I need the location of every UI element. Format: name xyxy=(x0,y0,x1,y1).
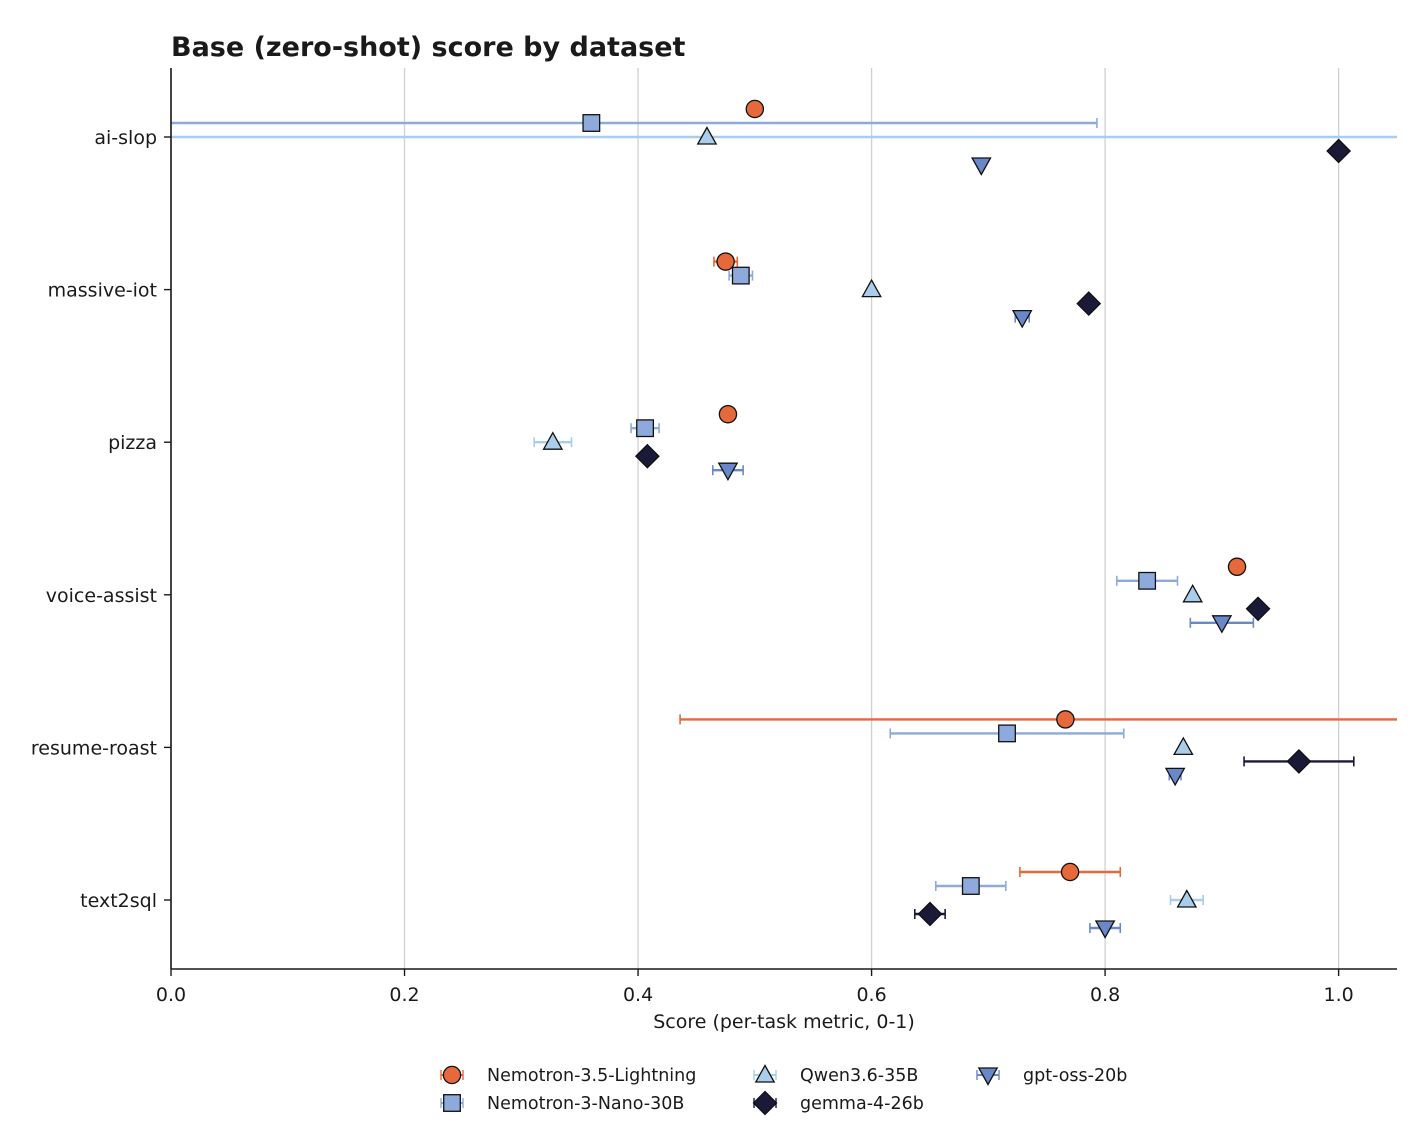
data-point xyxy=(717,462,739,482)
legend-item: gpt-oss-20b xyxy=(976,1066,1127,1086)
data-point xyxy=(1060,862,1080,882)
data-point xyxy=(745,99,765,119)
x-tick-label: 0.4 xyxy=(623,984,653,1006)
data-point xyxy=(718,404,738,424)
data-point xyxy=(731,266,750,285)
chart-title: Base (zero-shot) score by dataset xyxy=(171,32,686,63)
data-point xyxy=(542,431,564,450)
data-point xyxy=(1211,615,1233,634)
data-point xyxy=(716,252,735,271)
x-tick-label: 0.2 xyxy=(389,984,419,1006)
data-point xyxy=(1227,557,1247,577)
legend-marker xyxy=(443,1094,461,1112)
data-point xyxy=(1286,748,1312,774)
axes: 0.0 0.2 0.4 0.6 0.8 1.0 ai-slop massive-iot pizz… xyxy=(31,68,1397,1006)
y-tick-label: resume-roast xyxy=(31,737,157,759)
error-bars xyxy=(171,118,1397,933)
legend-label: gpt-oss-20b xyxy=(1023,1066,1127,1086)
data-point xyxy=(1076,291,1102,317)
y-tick-label: voice-assist xyxy=(46,585,157,607)
data-point xyxy=(582,114,601,132)
legend-item: gemma-4-26b xyxy=(752,1090,924,1116)
legend-label: Nemotron-3.5-Lightning xyxy=(487,1066,696,1086)
legend: Nemotron-3.5-Lightning Nemotron-3-Nano-30… xyxy=(440,1064,1127,1116)
legend-item: Nemotron-3.5-Lightning xyxy=(440,1065,696,1086)
data-point xyxy=(696,126,718,145)
data-point xyxy=(1182,583,1203,603)
legend-label: Qwen3.6-35B xyxy=(800,1066,918,1086)
x-tick-label: 0.8 xyxy=(1090,984,1120,1006)
x-tick-label: 0.6 xyxy=(856,984,886,1006)
data-point xyxy=(1094,920,1116,939)
data-point xyxy=(634,443,660,469)
data-markers xyxy=(542,99,1352,939)
data-point xyxy=(1326,138,1352,164)
data-point xyxy=(1245,596,1271,622)
data-point xyxy=(861,278,882,298)
data-point xyxy=(1056,710,1075,729)
y-tick-label: pizza xyxy=(108,432,157,454)
legend-label: Nemotron-3-Nano-30B xyxy=(487,1094,684,1114)
data-point xyxy=(1164,767,1186,787)
data-point xyxy=(961,877,980,895)
x-axis-label: Score (per-task metric, 0-1) xyxy=(653,1011,915,1033)
x-tick-label: 1.0 xyxy=(1324,984,1354,1006)
data-point xyxy=(1173,736,1194,756)
y-tick-label: text2sql xyxy=(80,890,157,912)
data-point xyxy=(917,901,943,927)
legend-label: gemma-4-26b xyxy=(800,1094,924,1114)
data-point xyxy=(998,724,1016,743)
legend-item: Nemotron-3-Nano-30B xyxy=(440,1094,684,1114)
legend-marker xyxy=(977,1067,999,1086)
y-tick-label: massive-iot xyxy=(48,280,157,302)
x-tick-label: 0.0 xyxy=(156,984,186,1006)
data-point xyxy=(971,157,992,176)
data-point xyxy=(1138,571,1157,590)
legend-marker xyxy=(442,1065,462,1085)
data-point xyxy=(636,419,655,438)
data-point xyxy=(1176,889,1198,908)
y-tick-label: ai-slop xyxy=(94,127,157,149)
legend-marker xyxy=(754,1064,776,1083)
grid xyxy=(170,68,1340,969)
legend-marker xyxy=(752,1090,778,1116)
data-point xyxy=(1011,309,1033,329)
legend-item: Qwen3.6-35B xyxy=(753,1064,918,1086)
